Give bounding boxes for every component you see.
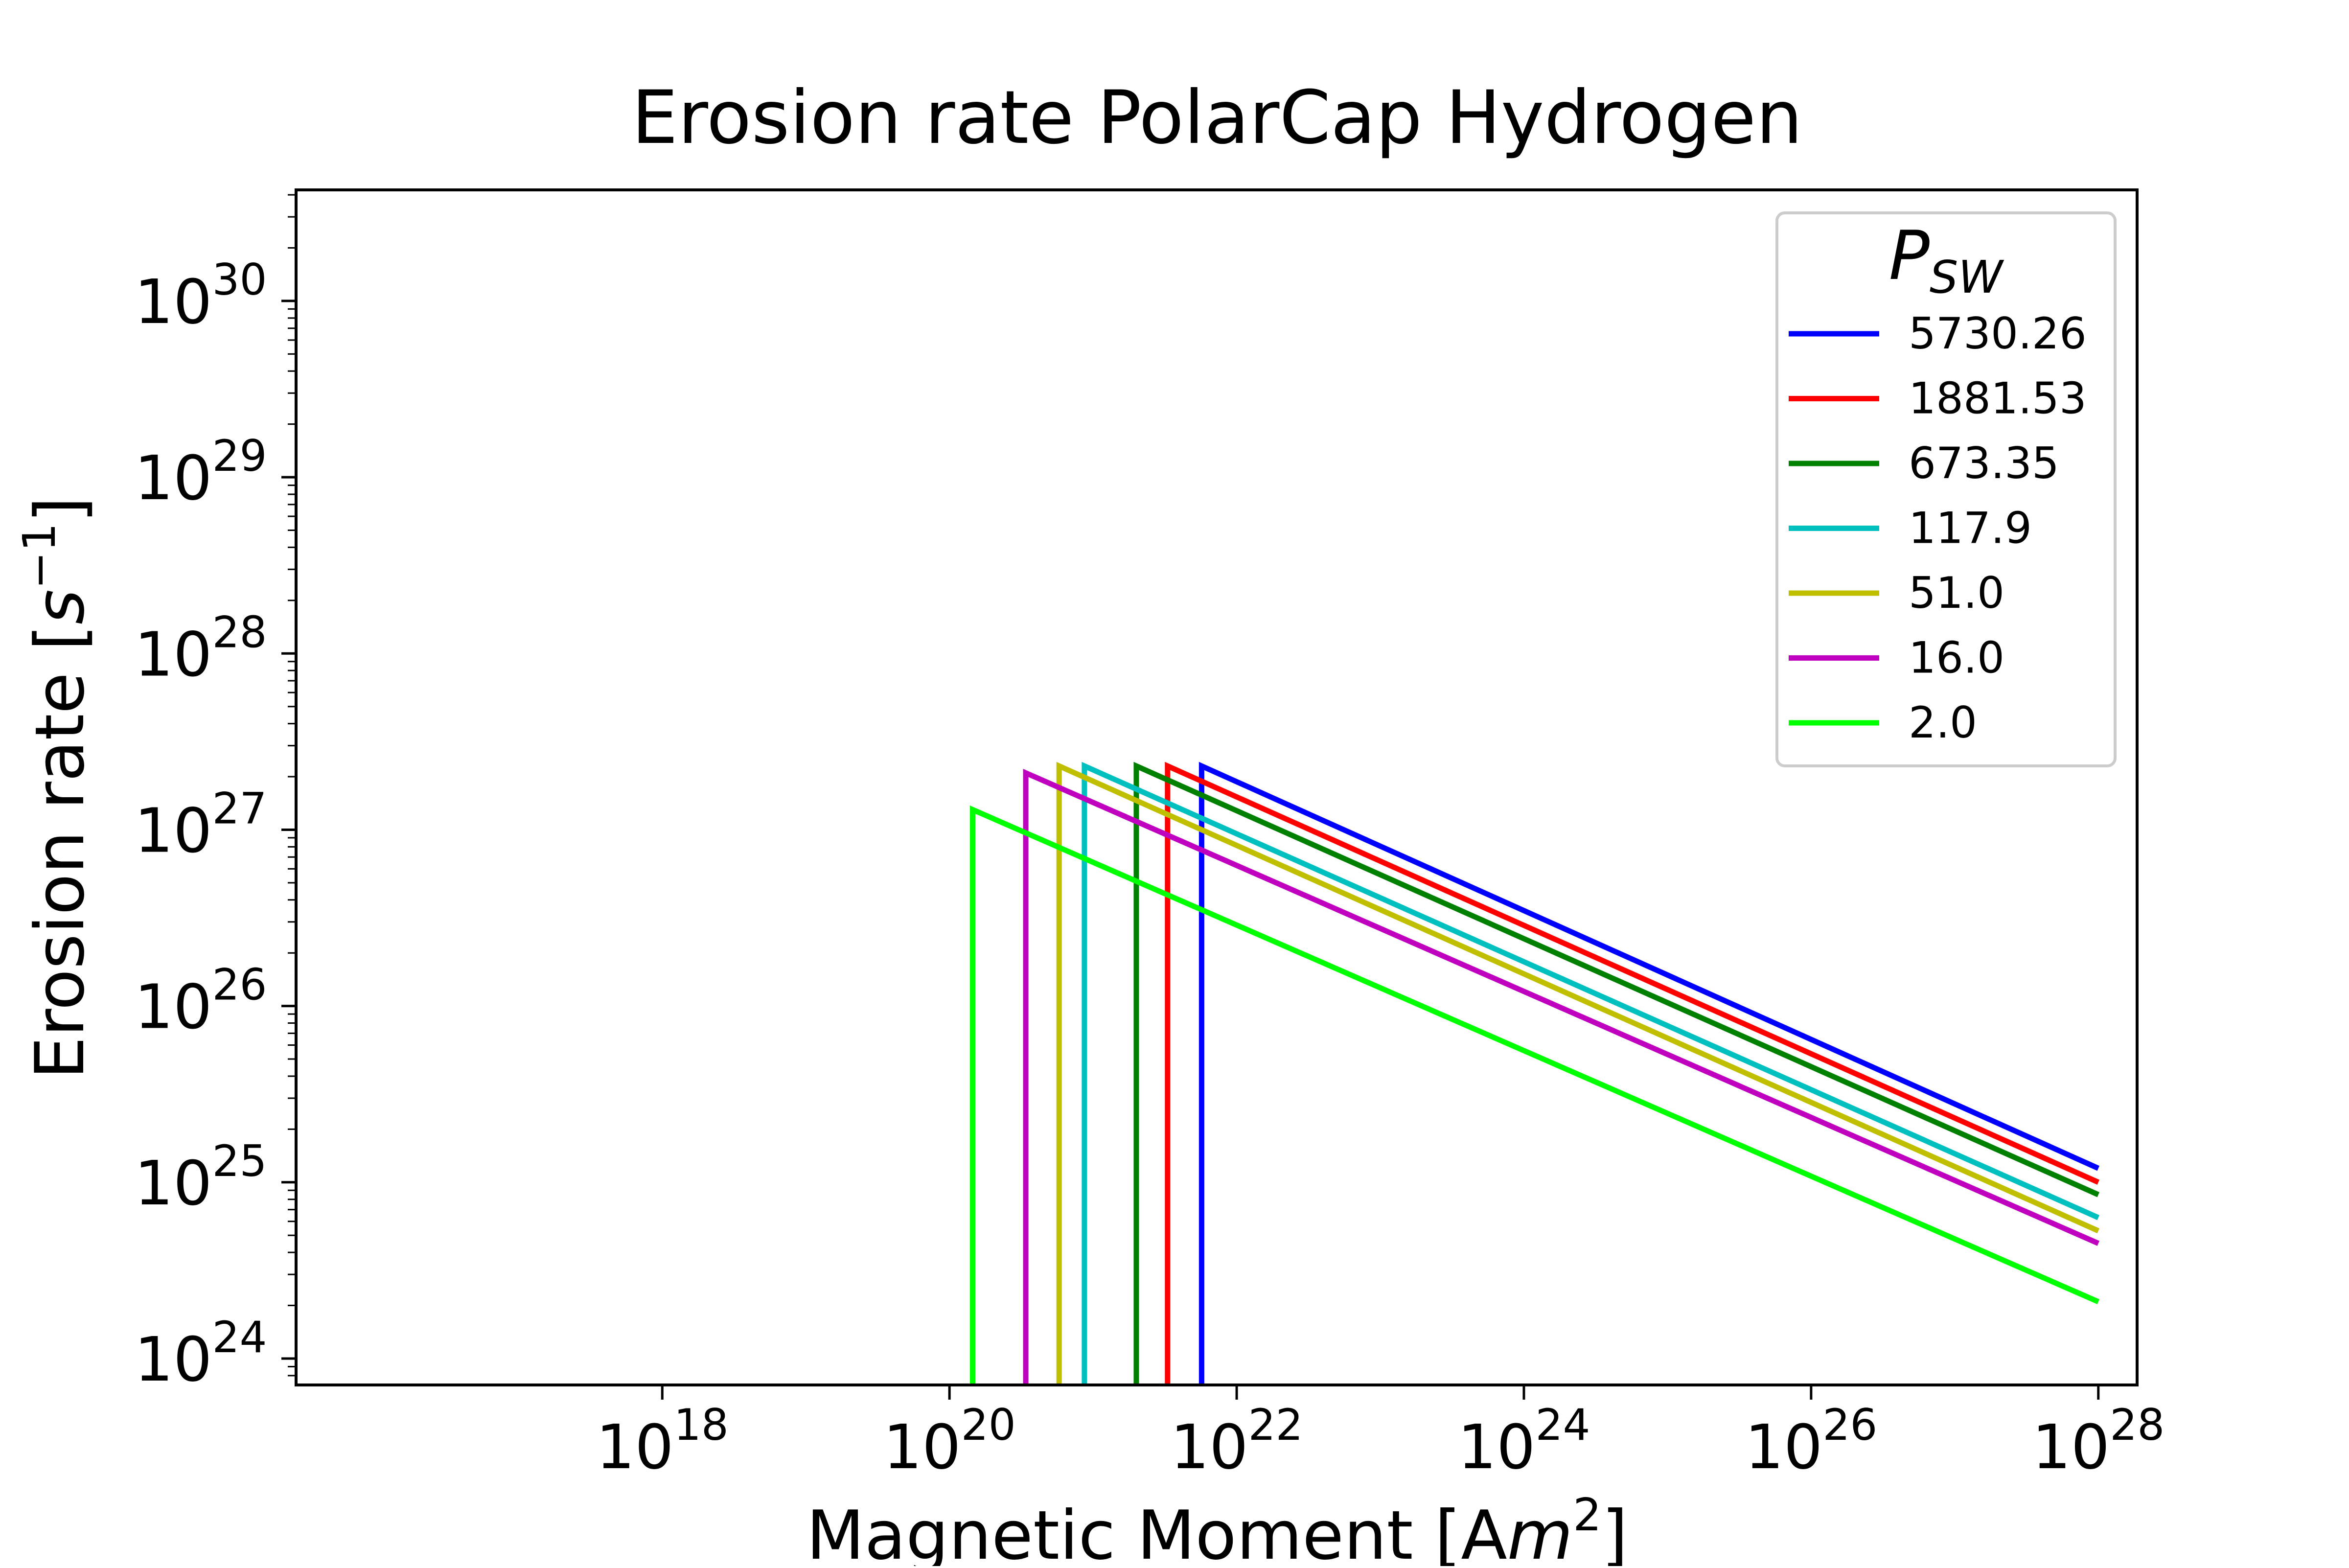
- x-tick-label: 1020: [883, 1400, 1016, 1483]
- y-tick-label: 1025: [134, 1136, 267, 1219]
- y-tick-label: 1030: [134, 254, 267, 338]
- tick-layer: 1018 1020 1022 1024 1026 1028 1024 1025 1026 1027…: [134, 194, 2165, 1483]
- y-tick-label: 1026: [134, 960, 267, 1043]
- y-tick-label: 1029: [134, 431, 267, 514]
- series-layer: [970, 761, 2100, 1385]
- x-tick-label: 1026: [1745, 1400, 1877, 1483]
- series-line-117.9: [1082, 761, 2100, 1385]
- x-tick-label: 1018: [596, 1400, 729, 1483]
- legend-label: 117.9: [1909, 503, 2032, 553]
- legend-entries: 5730.26 1881.53 673.35 117.9 51.0 16.0 2.0: [1789, 308, 2087, 748]
- plot-frame: [295, 188, 2139, 1386]
- y-tick-label: 1028: [134, 607, 267, 690]
- y-axis-label: Erosion rate [s−1]: [13, 497, 99, 1080]
- series-line-2.0: [970, 805, 2100, 1385]
- legend-label: 5730.26: [1909, 308, 2087, 359]
- y-tick-label: 1024: [134, 1312, 267, 1395]
- x-tick-label: 1022: [1171, 1400, 1303, 1483]
- series-line-51.0: [1056, 761, 2100, 1385]
- legend-label: 1881.53: [1909, 373, 2087, 424]
- x-axis-label: Magnetic Moment [Am2]: [806, 1489, 1628, 1566]
- legend-label: 2.0: [1909, 697, 1977, 748]
- legend-frame: [1775, 211, 2117, 767]
- x-tick-label: 1028: [2032, 1400, 2165, 1483]
- legend-label: 51.0: [1909, 568, 2004, 618]
- legend-label: 16.0: [1909, 633, 2004, 683]
- legend: PSW 5730.26 1881.53 673.35 117.9 51.0 16.0 2.0: [1775, 211, 2117, 767]
- legend-title: PSW: [1889, 216, 2004, 303]
- legend-label: 673.35: [1909, 438, 2059, 488]
- series-line-16.0: [1023, 768, 2100, 1385]
- series-line-1881.53: [1165, 761, 2100, 1385]
- chart-title: Erosion rate PolarCap Hydrogen: [632, 75, 1803, 161]
- series-line-5730.26: [1198, 761, 2100, 1385]
- series-line-673.35: [1133, 761, 2100, 1385]
- x-tick-label: 1024: [1457, 1400, 1590, 1483]
- y-tick-label: 1027: [134, 783, 267, 866]
